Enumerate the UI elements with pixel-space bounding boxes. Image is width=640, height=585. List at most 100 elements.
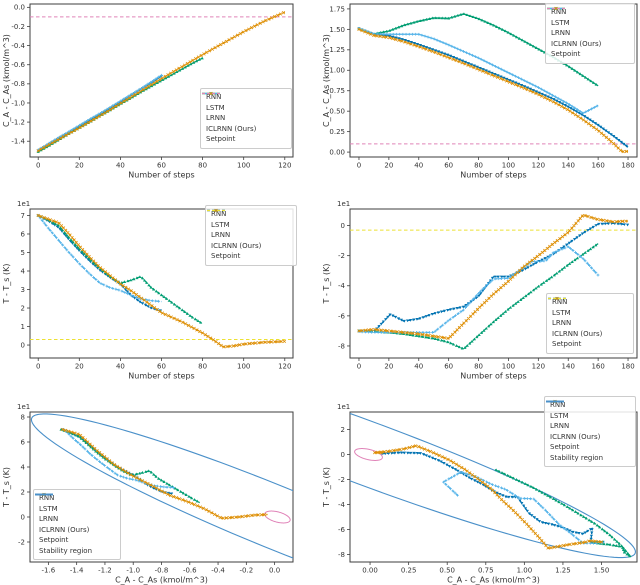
y-tick-label: 0.50 bbox=[329, 108, 345, 116]
subplot-phase-right: 0.00 0.25 0.50 0.75 1.00 1.25 1.50 2 0 -2 -4 -6 -8 C_… bbox=[320, 390, 640, 585]
series-line-lstm bbox=[37, 214, 203, 325]
series-line-iclrnn-ours bbox=[358, 28, 629, 153]
y-tick-label: 8 bbox=[21, 413, 25, 421]
chart-phase-left: -1.6 -1.4 -1.2 -1.0 -0.8 -0.6 -0.4 -0.2 0.0 8 6 4 2 0… bbox=[2, 403, 294, 585]
x-tick-label: 40 bbox=[116, 363, 125, 371]
chart-concentration-right: 0 20 40 60 80 100 120 140 160 180 1.75 1.50 1.25 1.00… bbox=[322, 3, 638, 180]
x-axis-label: Number of steps bbox=[460, 372, 526, 381]
y-axis-label: T - T_s (K) bbox=[2, 467, 11, 508]
y-tick-label: 1.75 bbox=[329, 5, 345, 13]
legend-item-lstm: LSTM bbox=[207, 208, 291, 231]
y-tick-label: -0.8 bbox=[11, 80, 25, 88]
y-tick-label: 0.0 bbox=[14, 4, 25, 12]
legend-label: RNN bbox=[550, 401, 566, 410]
series-markers-iclrnn-ours bbox=[357, 213, 628, 341]
axis-offset-label: 1e1 bbox=[17, 403, 30, 411]
x-tick-label: 20 bbox=[75, 363, 84, 371]
y-axis-label: T - T_s (K) bbox=[322, 264, 331, 305]
y-tick-label: -4 bbox=[338, 501, 346, 509]
legend-label: LRNN bbox=[39, 515, 59, 524]
x-axis-label: C_A - C_As (kmol/m^3) bbox=[115, 576, 208, 585]
series-line-lrnn bbox=[37, 74, 162, 151]
legend-label: LSTM bbox=[39, 504, 58, 513]
series-markers-lrnn bbox=[36, 214, 161, 303]
legend-item-iclrnn-ours: ICLRNN (Ours) bbox=[546, 399, 630, 443]
x-tick-label: 80 bbox=[474, 363, 483, 371]
x-tick-label: 80 bbox=[198, 363, 207, 371]
x-tick-label: 0.00 bbox=[362, 567, 378, 575]
legend-item-lstm: LSTM bbox=[546, 399, 630, 422]
y-tick-label: -1.0 bbox=[11, 99, 25, 107]
legend-item-lrnn: LRNN bbox=[35, 493, 115, 525]
series-markers-lstm bbox=[36, 56, 204, 153]
chart-phase-right: 0.00 0.25 0.50 0.75 1.00 1.25 1.50 2 0 -2 -4 -6 -8 C_… bbox=[322, 403, 638, 585]
y-tick-label: -1.2 bbox=[11, 118, 25, 126]
legend-item-setpoint: Setpoint bbox=[548, 297, 628, 350]
y-tick-label: 6 bbox=[21, 230, 26, 238]
legend-item-stability-region: Stability region bbox=[546, 400, 630, 464]
x-tick-label: 140 bbox=[562, 162, 575, 170]
x-tick-label: -1.6 bbox=[42, 567, 56, 575]
x-tick-label: 140 bbox=[562, 363, 575, 371]
x-tick-label: 0 bbox=[357, 363, 361, 371]
legend-label: Setpoint bbox=[550, 443, 580, 452]
plot-area bbox=[350, 412, 637, 559]
legend-item-iclrnn-ours: ICLRNN (Ours) bbox=[35, 492, 115, 536]
legend-label: LRNN bbox=[551, 29, 571, 38]
x-tick-label: 160 bbox=[591, 162, 604, 170]
y-tick-label: 0.75 bbox=[329, 87, 345, 95]
legend-label: Setpoint bbox=[211, 252, 241, 261]
subplot-temperature-left: 0 20 40 60 80 100 120 7 6 5 4 3 2 1 0 Number of steps T … bbox=[0, 195, 320, 390]
x-tick-label: -0.4 bbox=[211, 567, 225, 575]
legend-item-lstm: LSTM bbox=[547, 6, 629, 29]
x-tick-label: -0.8 bbox=[155, 567, 169, 575]
legend-label: LSTM bbox=[211, 220, 230, 229]
x-tick-label: 60 bbox=[157, 162, 166, 170]
legend-label: RNN bbox=[551, 8, 567, 17]
x-axis-label: Number of steps bbox=[128, 171, 194, 180]
legend-sample-line bbox=[546, 400, 564, 403]
legend-item-lrnn: LRNN bbox=[202, 92, 286, 124]
y-tick-label: 0 bbox=[341, 451, 345, 459]
x-tick-label: -1.0 bbox=[126, 567, 140, 575]
x-tick-label: 180 bbox=[621, 162, 634, 170]
series-markers-lstm bbox=[36, 213, 203, 324]
series-markers-rnn bbox=[380, 451, 605, 545]
legend-label: Setpoint bbox=[206, 135, 236, 144]
y-tick-label: 4 bbox=[21, 267, 26, 275]
series-markers-rnn bbox=[36, 214, 162, 313]
y-tick-label: -2 bbox=[338, 476, 345, 484]
y-tick-label: -1.4 bbox=[11, 138, 25, 146]
y-tick-label: 0.25 bbox=[329, 128, 345, 136]
axis-offset-label: 1e1 bbox=[337, 200, 350, 208]
axis-offset-label: 1e1 bbox=[17, 200, 30, 208]
axes-frame bbox=[349, 208, 638, 359]
y-tick-label: 4 bbox=[21, 463, 26, 471]
x-tick-label: 80 bbox=[474, 162, 483, 170]
y-tick-label: -0.6 bbox=[11, 61, 25, 69]
x-tick-label: 40 bbox=[414, 363, 423, 371]
y-tick-label: -6 bbox=[338, 526, 346, 534]
legend: RNN LSTM LRNN ICLRNN (Ours) Setpoint bbox=[205, 205, 297, 266]
legend-sample-line bbox=[548, 297, 566, 300]
x-tick-label: 20 bbox=[384, 162, 393, 170]
ellipse-setpoint bbox=[354, 448, 383, 461]
y-tick-label: -6 bbox=[338, 312, 346, 320]
ellipse-setpoint bbox=[264, 510, 291, 524]
y-tick-label: 3 bbox=[21, 286, 25, 294]
x-tick-label: 0 bbox=[36, 162, 40, 170]
legend-item-lrnn: LRNN bbox=[546, 400, 630, 432]
legend-item-stability-region: Stability region bbox=[35, 493, 115, 557]
legend: RNN LSTM LRNN ICLRNN (Ours) Setpoint bbox=[200, 88, 292, 149]
y-tick-label: 0 bbox=[21, 513, 25, 521]
legend: RNN LSTM LRNN ICLRNN (Ours) Setpoint bbox=[546, 293, 634, 354]
series-markers-iclrnn-ours bbox=[373, 444, 604, 550]
x-tick-label: 100 bbox=[237, 162, 250, 170]
legend-label: LRNN bbox=[552, 319, 572, 328]
legend-label: ICLRNN (Ours) bbox=[550, 432, 601, 441]
chart-temperature-right: 0 20 40 60 80 100 120 140 160 180 0 -2 -4 -6 -8 Number … bbox=[322, 200, 638, 381]
x-tick-label: -1.2 bbox=[98, 567, 112, 575]
y-tick-label: 1 bbox=[21, 323, 25, 331]
legend-item-lrnn: LRNN bbox=[547, 7, 629, 39]
chart-concentration-left: 0 20 40 60 80 100 120 0.0 -0.2 -0.4 -0.6 -0.8 -1.0 -1… bbox=[2, 3, 294, 180]
